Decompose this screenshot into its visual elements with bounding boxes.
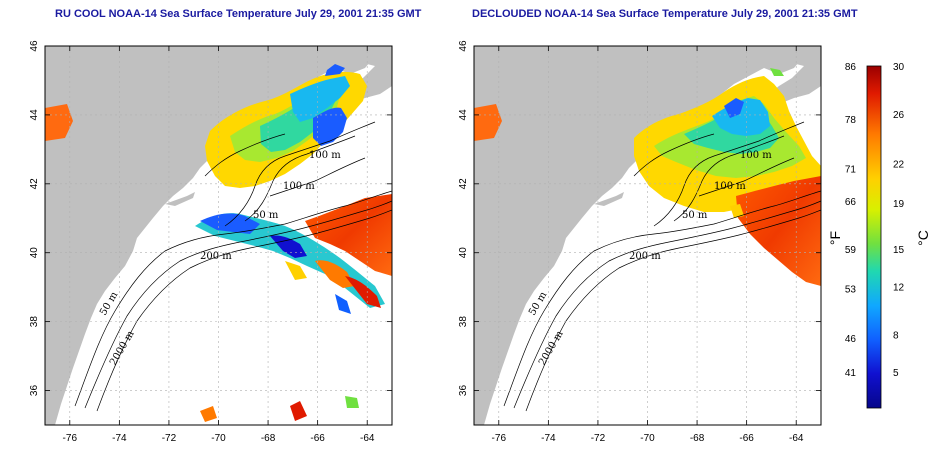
x-tick-label: -72 <box>162 433 177 444</box>
lat-lon-grid <box>45 45 392 425</box>
colorbar-f-label: 66 <box>845 197 857 208</box>
colorbar-c-label: 8 <box>893 330 899 341</box>
contour-label-100m-north: 100 m <box>740 150 772 161</box>
fahrenheit-unit-label: °F <box>827 231 843 245</box>
celsius-unit-label: °C <box>915 230 931 246</box>
y-tick-label: 38 <box>458 316 469 328</box>
colorbar-c-label: 15 <box>893 245 905 256</box>
left-panel-title: RU COOL NOAA-14 Sea Surface Temperature … <box>55 8 422 20</box>
axis-ticks: -76 -74 -72 -70 -68 -66 -64 46 44 42 40 38 36 <box>458 40 821 444</box>
y-tick-label: 42 <box>29 178 40 190</box>
right-panel-title: DECLOUDED NOAA-14 Sea Surface Temperatur… <box>472 8 858 20</box>
colorbar-f-label: 71 <box>845 165 857 176</box>
left-map-panel: 100 m 100 m 50 m 200 m 50 m 2000 m -76 -7… <box>29 40 393 444</box>
y-tick-label: 40 <box>458 247 469 259</box>
lat-lon-grid <box>474 45 821 425</box>
contour-label-50m-upper: 50 m <box>682 210 708 221</box>
sst-field <box>474 68 821 286</box>
colorbar-celsius-labels: 30 26 22 19 15 12 8 5 <box>893 62 905 379</box>
contour-label-100m-south: 100 m <box>714 181 746 192</box>
x-tick-label: -72 <box>591 433 606 444</box>
y-tick-label: 36 <box>29 385 40 397</box>
colorbar-f-label: 46 <box>845 334 857 345</box>
colorbar-c-label: 26 <box>893 110 905 121</box>
x-tick-label: -76 <box>492 433 507 444</box>
colorbar-c-label: 12 <box>893 283 905 294</box>
x-tick-label: -64 <box>789 433 804 444</box>
y-tick-label: 38 <box>29 316 40 328</box>
colorbar-f-label: 41 <box>845 368 857 379</box>
x-tick-label: -68 <box>690 433 705 444</box>
colorbar-c-label: 30 <box>893 62 905 73</box>
sst-field <box>45 64 392 422</box>
y-tick-label: 46 <box>29 40 40 52</box>
colorbar-gradient <box>866 65 882 409</box>
x-tick-label: -66 <box>739 433 754 444</box>
x-tick-label: -74 <box>112 433 127 444</box>
x-tick-label: -70 <box>211 433 226 444</box>
colorbar-c-label: 22 <box>893 159 905 170</box>
colorbar-c-label: 5 <box>893 368 899 379</box>
colorbar-fahrenheit-labels: 86 78 71 66 59 53 46 41 <box>845 62 857 379</box>
contour-label-100m-south: 100 m <box>283 181 315 192</box>
x-tick-label: -70 <box>640 433 655 444</box>
contour-label-100m-north: 100 m <box>309 150 341 161</box>
colorbar-f-label: 53 <box>845 284 857 295</box>
colorbar: 86 78 71 66 59 53 46 41 30 26 22 19 15 12 8 5 °F °C <box>827 62 931 409</box>
x-tick-label: -74 <box>541 433 556 444</box>
y-tick-label: 44 <box>458 109 469 121</box>
y-tick-label: 40 <box>29 247 40 259</box>
x-tick-label: -64 <box>360 433 375 444</box>
x-tick-label: -68 <box>261 433 276 444</box>
y-tick-label: 42 <box>458 178 469 190</box>
x-tick-label: -66 <box>310 433 325 444</box>
x-tick-label: -76 <box>63 433 78 444</box>
contour-label-200m: 200 m <box>629 251 661 262</box>
y-tick-label: 46 <box>458 40 469 52</box>
axis-ticks: -76 -74 -72 -70 -68 -66 -64 46 44 42 40 38 36 <box>29 40 392 444</box>
contour-label-50m-upper: 50 m <box>253 210 279 221</box>
colorbar-c-label: 19 <box>893 199 905 210</box>
colorbar-f-label: 59 <box>845 245 857 256</box>
y-tick-label: 36 <box>458 385 469 397</box>
colorbar-f-label: 78 <box>845 115 857 126</box>
right-map-panel: 100 m 100 m 50 m 200 m 50 m 2000 m -76 -7… <box>458 40 822 444</box>
y-tick-label: 44 <box>29 109 40 121</box>
contour-label-200m: 200 m <box>200 251 232 262</box>
colorbar-f-label: 86 <box>845 62 857 73</box>
